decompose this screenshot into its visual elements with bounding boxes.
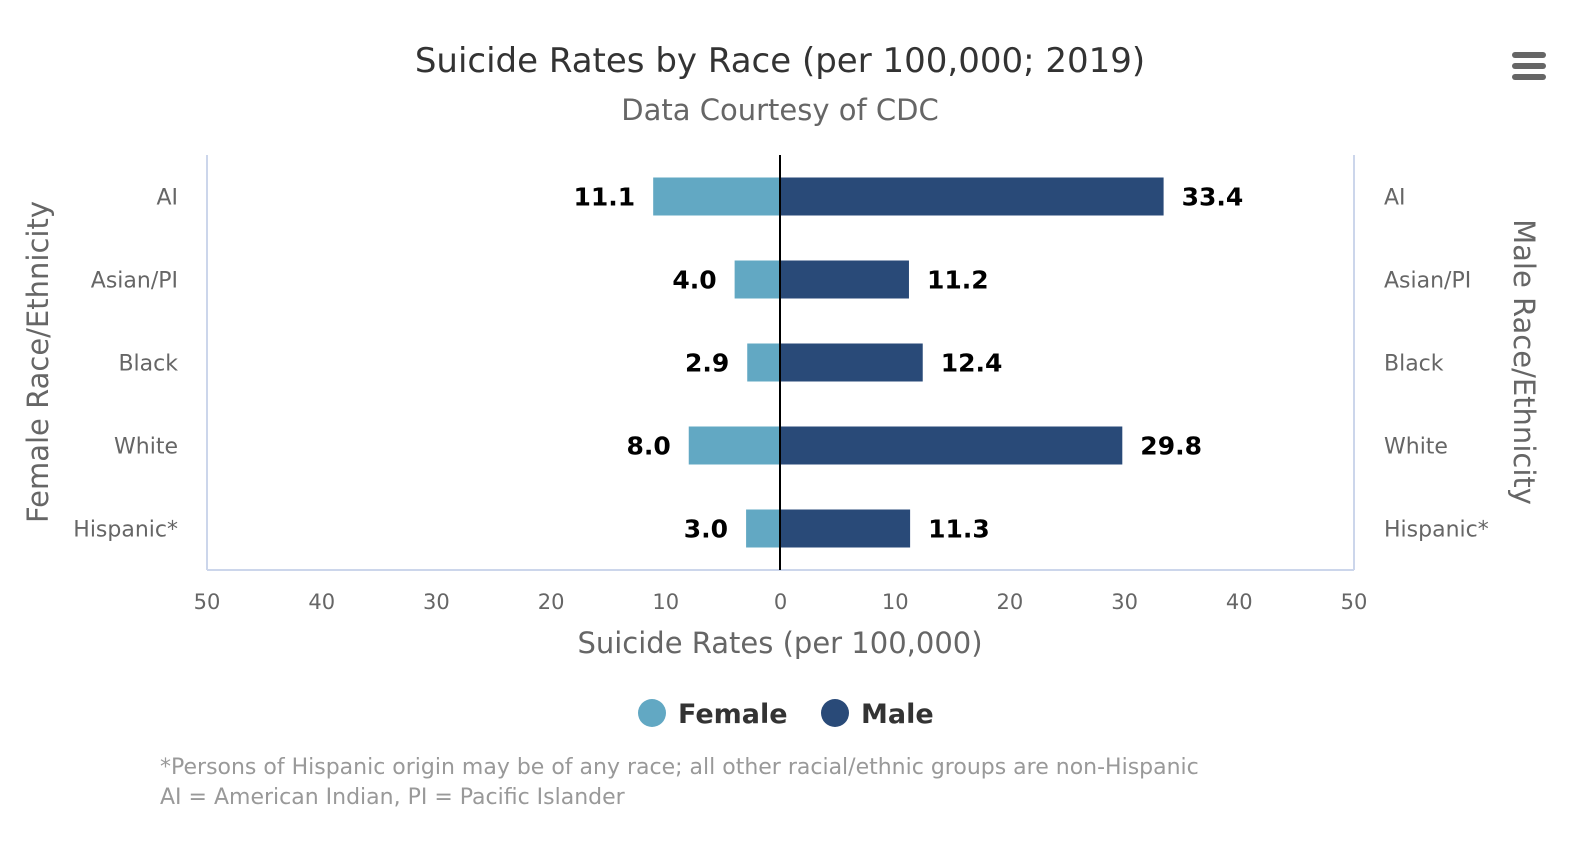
data-label-male-white: 29.8 <box>1140 432 1202 461</box>
legend-item-male[interactable]: Male <box>821 699 934 730</box>
category-label-left-white: White <box>114 435 178 460</box>
chart-subtitle: Data Courtesy of CDC <box>621 93 938 127</box>
bar-female-black <box>747 343 781 382</box>
data-label-female-asian-pi: 4.0 <box>672 266 716 295</box>
x-tick-label: 30 <box>1111 590 1138 614</box>
x-tick-label: 30 <box>423 590 450 614</box>
x-tick-label: 0 <box>774 590 787 614</box>
x-tick-label: 50 <box>1341 590 1368 614</box>
bar-male-asian-pi <box>780 260 909 299</box>
category-label-right-white: White <box>1384 435 1448 460</box>
data-label-female-black: 2.9 <box>685 349 729 378</box>
bar-female-hispanic <box>746 509 781 548</box>
legend-label-female: Female <box>678 699 788 730</box>
right-category-labels: AI Asian/PI Black White Hispanic* <box>1384 186 1489 543</box>
data-label-female-hispanic: 3.0 <box>684 515 728 544</box>
chart-menu-button[interactable] <box>1508 48 1548 84</box>
footnote-abbreviations: AI = American Indian, PI = Pacific Islan… <box>160 785 626 810</box>
plot-area: 11.1 33.4 4.0 11.2 2.9 12.4 8.0 29.8 3.0 11.3 <box>206 155 1355 571</box>
category-label-right-asian-pi: Asian/PI <box>1384 269 1471 294</box>
data-label-female-ai: 11.1 <box>573 183 635 212</box>
bar-male-ai <box>780 177 1164 216</box>
category-label-right-black: Black <box>1384 352 1444 377</box>
x-tick-label: 10 <box>652 590 679 614</box>
x-tick-label: 20 <box>997 590 1024 614</box>
data-label-male-ai: 33.4 <box>1182 183 1244 212</box>
bar-male-white <box>780 426 1123 465</box>
footnote-hispanic: *Persons of Hispanic origin may be of an… <box>160 755 1199 780</box>
category-label-left-hispanic: Hispanic* <box>73 518 178 543</box>
category-label-left-black: Black <box>118 352 178 377</box>
legend-label-male: Male <box>861 699 934 730</box>
category-label-left-asian-pi: Asian/PI <box>91 269 178 294</box>
x-axis-title: Suicide Rates (per 100,000) <box>577 626 982 660</box>
bar-male-black <box>780 343 923 382</box>
x-tick-label: 10 <box>882 590 909 614</box>
legend: Female Male <box>638 699 934 730</box>
legend-item-female[interactable]: Female <box>638 699 788 730</box>
data-label-male-hispanic: 11.3 <box>928 515 990 544</box>
hamburger-menu-icon <box>1512 52 1546 80</box>
chart-title: Suicide Rates by Race (per 100,000; 2019… <box>415 41 1145 81</box>
bar-female-ai <box>653 177 781 216</box>
category-label-right-hispanic: Hispanic* <box>1384 518 1489 543</box>
x-tick-label: 50 <box>194 590 221 614</box>
x-tick-labels: 50 40 30 20 10 0 10 20 30 40 50 <box>194 590 1368 614</box>
data-label-female-white: 8.0 <box>626 432 670 461</box>
x-tick-label: 20 <box>538 590 565 614</box>
data-label-male-black: 12.4 <box>941 349 1003 378</box>
x-tick-label: 40 <box>1226 590 1253 614</box>
bars <box>653 177 1164 548</box>
category-label-right-ai: AI <box>1384 186 1406 211</box>
y-axis-title-left: Female Race/Ethnicity <box>21 201 55 523</box>
legend-marker-female <box>638 699 666 727</box>
data-label-male-asian-pi: 11.2 <box>927 266 989 295</box>
category-label-left-ai: AI <box>156 186 178 211</box>
data-labels: 11.1 33.4 4.0 11.2 2.9 12.4 8.0 29.8 3.0 11.3 <box>573 183 1243 544</box>
legend-marker-male <box>821 699 849 727</box>
bar-female-white <box>688 426 781 465</box>
x-tick-label: 40 <box>308 590 335 614</box>
bar-male-hispanic <box>780 509 911 548</box>
left-category-labels: AI Asian/PI Black White Hispanic* <box>73 186 178 543</box>
y-axis-title-right: Male Race/Ethnicity <box>1507 219 1541 505</box>
bar-female-asian-pi <box>734 260 781 299</box>
